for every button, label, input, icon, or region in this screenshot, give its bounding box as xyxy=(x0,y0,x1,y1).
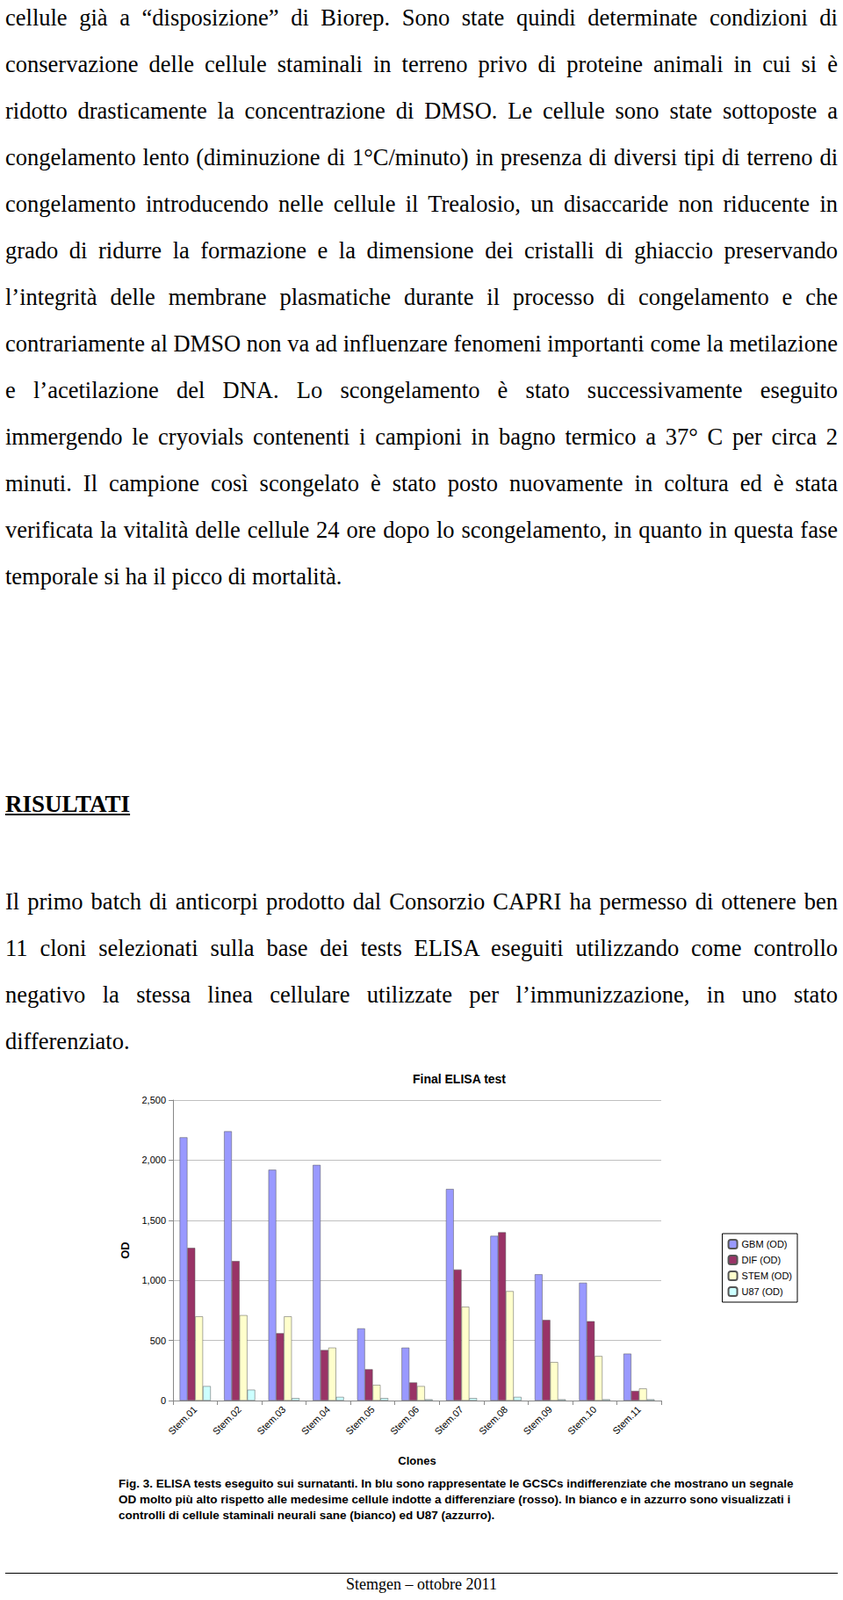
svg-text:2,500: 2,500 xyxy=(141,1094,166,1105)
svg-text:Final ELISA test: Final ELISA test xyxy=(412,1071,506,1086)
svg-text:Stem.02: Stem.02 xyxy=(210,1403,244,1436)
svg-text:Stem.04: Stem.04 xyxy=(299,1403,332,1436)
html-text:RISULTATI: RISULTATI xyxy=(5,790,131,817)
html-text:Il primo batch di anticorpi pr: Il primo batch di anticorpi prodotto dal… xyxy=(5,887,838,1054)
svg-text:500: 500 xyxy=(150,1334,166,1346)
svg-text:0: 0 xyxy=(160,1394,166,1405)
html-text:Fig. 3. ELISA tests eseguito s: Fig. 3. ELISA tests eseguito sui surnata… xyxy=(118,1476,794,1521)
svg-text:Stem.09: Stem.09 xyxy=(520,1403,554,1436)
svg-text:Stem.08: Stem.08 xyxy=(476,1403,510,1436)
svg-text:Stem.07: Stem.07 xyxy=(432,1403,465,1436)
svg-text:Stem.01: Stem.01 xyxy=(165,1403,199,1436)
svg-text:Stem.03: Stem.03 xyxy=(254,1403,288,1436)
svg-text:U87 (OD): U87 (OD) xyxy=(742,1285,784,1297)
svg-text:Clones: Clones xyxy=(397,1453,436,1467)
svg-text:OD: OD xyxy=(118,1240,132,1259)
svg-text:1,000: 1,000 xyxy=(141,1274,166,1285)
html-text:Stemgen – ottobre 2011: Stemgen – ottobre 2011 xyxy=(346,1574,497,1593)
svg-text:Stem.10: Stem.10 xyxy=(565,1403,599,1436)
svg-text:Stem.05: Stem.05 xyxy=(343,1403,376,1436)
svg-text:Stem.06: Stem.06 xyxy=(388,1403,421,1436)
svg-text:DIF (OD): DIF (OD) xyxy=(742,1253,782,1265)
html-text:cellule già a “disposizione” d: cellule già a “disposizione” di Biorep. … xyxy=(5,4,838,590)
svg-text:GBM (OD): GBM (OD) xyxy=(742,1238,788,1249)
svg-text:2,000: 2,000 xyxy=(141,1153,166,1165)
svg-text:STEM (OD): STEM (OD) xyxy=(742,1269,793,1281)
svg-text:Stem.11: Stem.11 xyxy=(610,1403,643,1436)
svg-text:1,500: 1,500 xyxy=(141,1214,166,1225)
